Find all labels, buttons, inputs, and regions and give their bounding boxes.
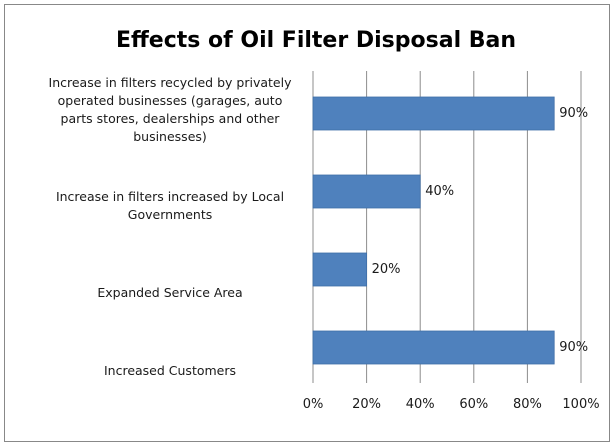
bars xyxy=(312,96,555,365)
category-label: Increased Customers xyxy=(104,363,236,378)
data-label: 90% xyxy=(559,340,588,355)
bar-chart: Effects of Oil Filter Disposal Ban 90% 40… xyxy=(49,28,600,412)
bar xyxy=(312,174,421,209)
x-tick-label: 100% xyxy=(562,397,599,412)
x-axis-tick-labels: 0% 20% 40% 60% 80% 100% xyxy=(303,397,600,412)
x-tick-label: 20% xyxy=(352,397,381,412)
chart-title: Effects of Oil Filter Disposal Ban xyxy=(116,28,516,53)
bar xyxy=(312,330,555,365)
bar xyxy=(312,252,367,287)
bar xyxy=(312,96,555,131)
category-label: Expanded Service Area xyxy=(97,285,242,300)
x-tick-label: 40% xyxy=(406,397,435,412)
data-label: 40% xyxy=(425,184,454,199)
x-tick-label: 0% xyxy=(303,397,324,412)
x-tick-label: 80% xyxy=(513,397,542,412)
data-label: 90% xyxy=(559,106,588,121)
category-labels: Increase in filters recycled by privatel… xyxy=(49,75,293,378)
chart-frame: Effects of Oil Filter Disposal Ban 90% 40… xyxy=(4,4,610,442)
x-tick-label: 60% xyxy=(459,397,488,412)
category-label: Increase in filters recycled by privatel… xyxy=(49,75,293,144)
category-label: Increase in filters increased by Local Go… xyxy=(56,189,284,222)
data-labels: 90% 40% 20% 90% xyxy=(372,106,589,355)
data-label: 20% xyxy=(372,262,401,277)
